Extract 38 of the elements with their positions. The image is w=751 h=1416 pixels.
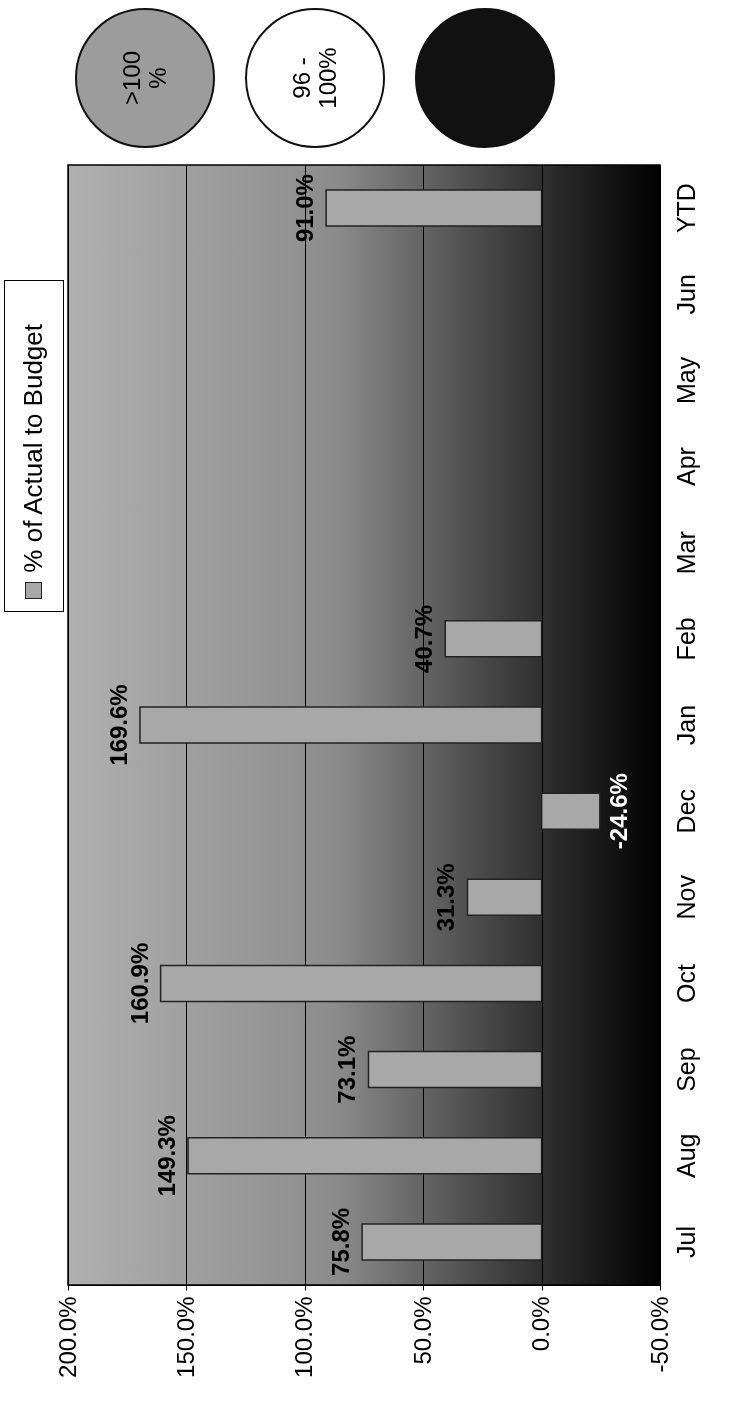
bar [159,964,543,1003]
y-tick-label: YTD [671,183,700,234]
y-tick-label: Dec [671,788,700,834]
y-tick-label: Oct [671,963,700,1003]
y-tick-label: Mar [671,531,700,575]
bar [139,706,543,744]
bar [361,1223,543,1261]
data-label: -24.6% [604,773,632,850]
data-label: 73.1% [333,1035,361,1104]
bar [325,189,543,227]
bar [540,792,601,830]
data-label: 31.3% [432,863,460,932]
x-tick-label: 0.0% [527,1296,555,1352]
x-tick-label: -50.0% [645,1296,673,1373]
data-label: 75.8% [327,1207,355,1276]
x-tick-label: 150.0% [171,1296,199,1378]
y-tick-label: Nov [671,874,700,920]
text: % of Actual to Budget [18,324,48,573]
y-tick-label: Apr [671,447,700,486]
text: >100 % [118,49,171,108]
data-label: 169.6% [104,684,132,766]
y-tick-label: Feb [671,617,700,661]
bar [187,1137,543,1175]
data-label: 160.9% [125,942,153,1025]
bar [466,878,543,917]
text: 96 - 100% [288,46,341,111]
y-tick-label: Jul [671,1225,700,1258]
x-tick-label: 50.0% [408,1296,436,1365]
y-tick-label: Jan [671,704,700,746]
x-tick-label: 200.0% [53,1296,81,1378]
data-label: 149.3% [153,1115,181,1197]
bar [367,1050,543,1089]
bar [444,620,543,658]
y-tick-label: Sep [671,1047,700,1092]
y-tick-label: May [671,356,700,404]
y-tick-label: Aug [671,1133,700,1179]
x-tick-label: 100.0% [290,1296,318,1378]
y-tick-label: Jun [671,274,700,315]
